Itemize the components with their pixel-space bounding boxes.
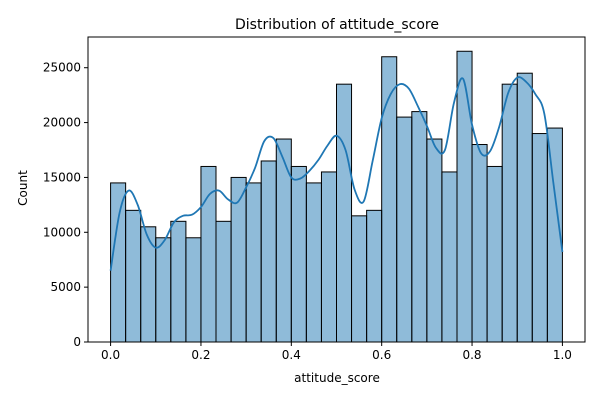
histogram-bar (125, 209, 142, 343)
x-ticks-group: 0.0 0.2 0.4 0.6 0.8 1.0 (101, 342, 572, 362)
histogram-bar (456, 50, 473, 343)
histogram-bar (426, 138, 443, 343)
histogram-bar (396, 116, 413, 343)
plot-frame (87, 36, 586, 343)
histogram-bar (501, 83, 518, 343)
y-ticks-group: 0 5000 10000 15000 20000 25000 (43, 61, 88, 349)
histogram-bar (245, 182, 262, 343)
histogram-bar (170, 220, 187, 343)
y-tick-label: 0 (73, 335, 81, 349)
histogram-bar (411, 111, 428, 343)
y-axis-label: Count (16, 170, 30, 206)
y-tick-label: 15000 (43, 170, 81, 184)
histogram-bar (366, 209, 383, 343)
chart-title: Distribution of attitude_score (235, 17, 439, 33)
x-tick-label: 0.2 (191, 348, 210, 362)
x-tick-label: 0.4 (282, 348, 301, 362)
histogram-bar (260, 160, 277, 343)
histogram-bar (320, 171, 338, 343)
histogram-bar (531, 133, 548, 343)
histogram-bar (305, 182, 322, 343)
histogram-bar (140, 226, 157, 343)
y-tick-label: 5000 (50, 280, 81, 294)
histogram-bar (351, 215, 368, 343)
y-tick-label: 20000 (43, 116, 81, 130)
histogram-bar (215, 220, 232, 343)
x-tick-label: 0.0 (101, 348, 120, 362)
histogram-bar (155, 237, 172, 343)
y-tick-label: 10000 (43, 225, 81, 239)
kde-line (109, 76, 564, 271)
histogram-bar (516, 72, 533, 343)
histogram-bar (486, 165, 503, 343)
histogram-bar (441, 171, 458, 343)
histogram-bar (185, 237, 202, 343)
histogram-bar (381, 56, 398, 343)
x-axis-label: attitude_score (294, 371, 380, 385)
histogram-bar (290, 165, 307, 343)
x-tick-label: 1.0 (553, 348, 572, 362)
bars-group (110, 50, 563, 343)
x-tick-label: 0.6 (372, 348, 391, 362)
histogram-bar (471, 144, 488, 343)
histogram-bar (200, 165, 217, 343)
kde-group (109, 76, 564, 271)
histogram-bar (110, 182, 127, 343)
y-tick-label: 25000 (43, 61, 81, 75)
x-tick-label: 0.8 (462, 348, 481, 362)
histogram-bar (275, 138, 292, 343)
histogram-bar (336, 83, 353, 343)
